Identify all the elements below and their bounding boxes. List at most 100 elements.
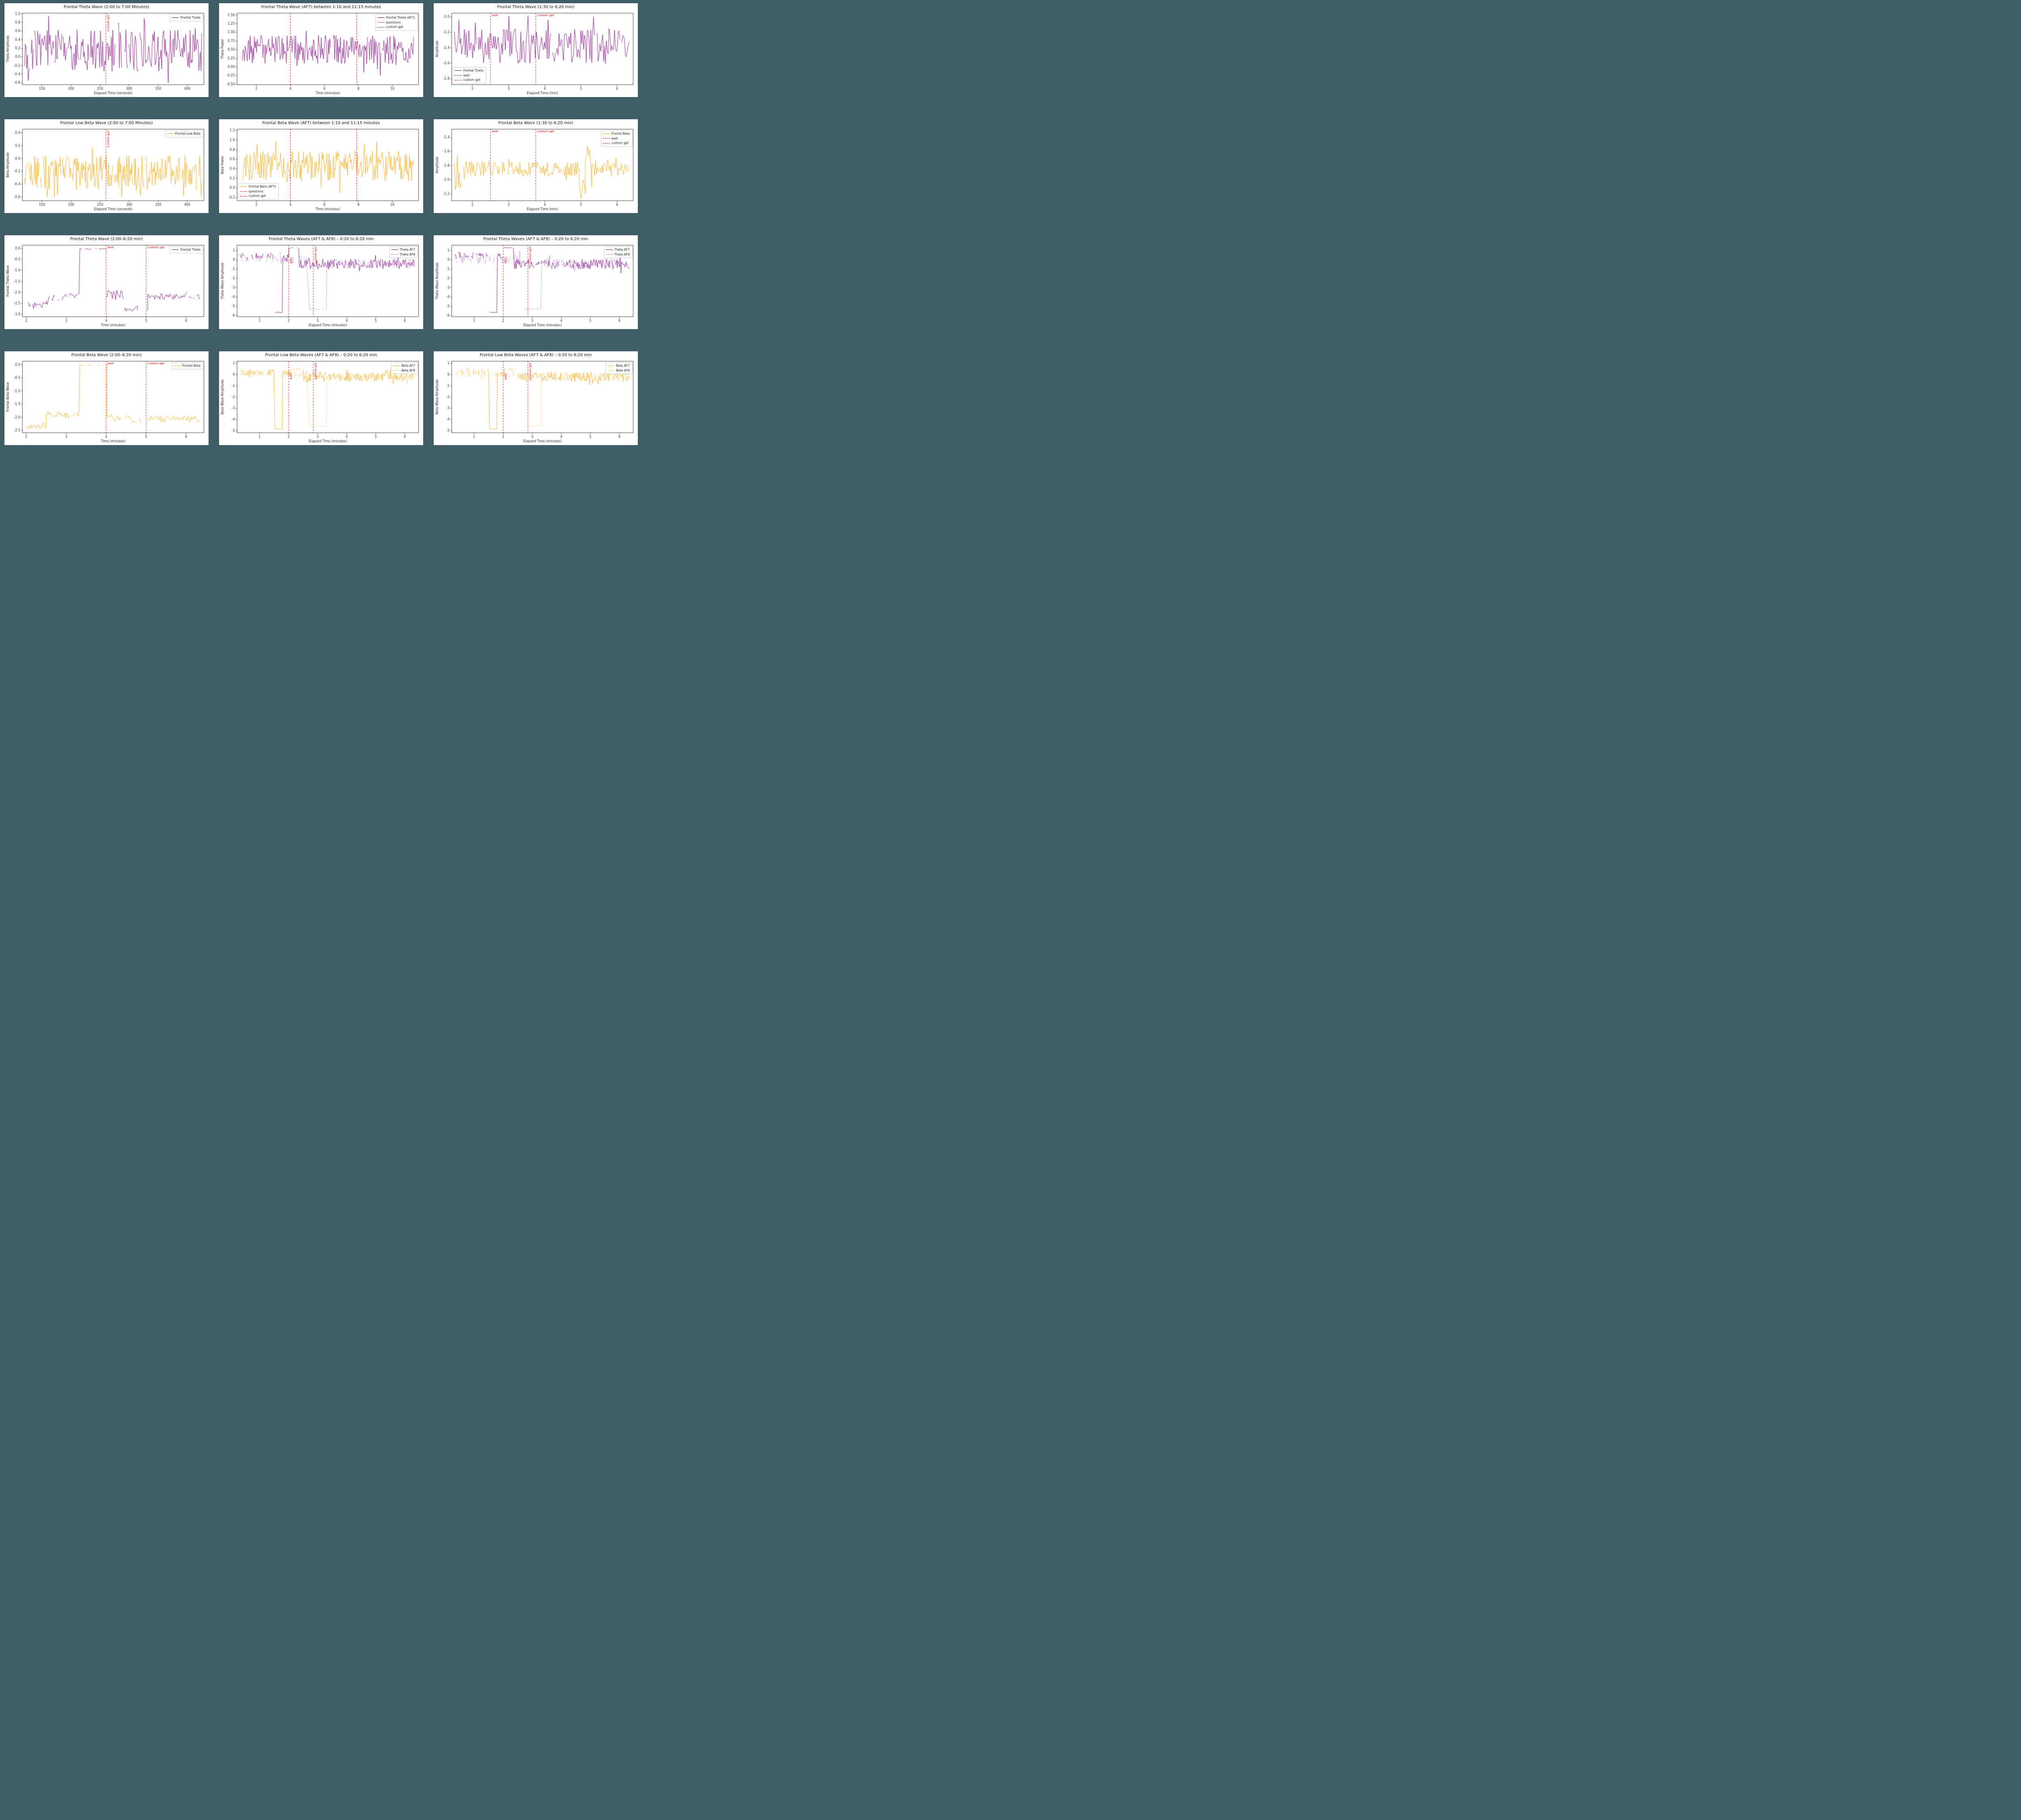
chart-canvas — [219, 235, 423, 329]
legend-swatch — [455, 70, 462, 71]
legend-label: custom gpt — [249, 194, 266, 198]
legend-label: custom gpt — [386, 25, 403, 29]
legend-label: Beta AF7 — [616, 364, 630, 367]
chart-legend: Theta AF7 Theta AF8 — [389, 246, 418, 258]
legend-label: Theta AF7 — [399, 248, 415, 251]
legend-item: custom gpt — [240, 194, 276, 198]
legend-item: Frontal Theta — [172, 15, 200, 20]
chart-legend: Beta AF7 Beta AF8 — [391, 362, 418, 374]
legend-swatch — [605, 254, 613, 255]
legend-item: wait — [603, 136, 630, 141]
legend-label: Beta AF8 — [616, 368, 630, 372]
chart-title: Frontal Theta Waves (AF7 & AF8) – 0:20 t… — [483, 237, 589, 241]
legend-swatch — [391, 249, 398, 250]
chart-legend: Frontal Theta — [170, 246, 203, 253]
chart-legend: Frontal Theta wait custom gpt — [453, 67, 486, 84]
legend-swatch — [603, 143, 610, 144]
chart-title: Frontal Theta Wave (1:30 to 6:20 min) — [497, 5, 574, 9]
chart-legend: Frontal Beta wait custom gpt — [601, 130, 633, 147]
legend-label: custom gpt — [611, 141, 629, 145]
legend-swatch — [603, 138, 610, 139]
legend-swatch — [391, 254, 398, 255]
legend-swatch — [605, 249, 613, 250]
legend-item: Frontal Theta — [455, 68, 483, 73]
legend-item: Beta AF8 — [608, 368, 630, 373]
chart-panel: Frontal Theta Wave (AF7) between 1:10 an… — [219, 3, 423, 97]
legend-swatch — [608, 370, 615, 371]
legend-swatch — [378, 17, 385, 18]
legend-item: custom gpt — [455, 78, 483, 82]
legend-item: Beta AF7 — [608, 363, 630, 368]
legend-item: Frontal Beta (AF7) — [240, 184, 276, 189]
legend-item: questions — [240, 189, 276, 194]
legend-label: Beta AF7 — [401, 364, 415, 367]
chart-legend: Theta AF7 Theta AF8 — [603, 246, 633, 258]
chart-legend: Frontal Low Beta — [165, 130, 203, 137]
legend-label: custom gpt — [463, 78, 481, 82]
chart-canvas — [434, 235, 638, 329]
chart-panel: Frontal Low Beta Wave (2:00 to 7:00 Minu… — [4, 119, 209, 213]
legend-swatch — [173, 365, 181, 366]
chart-title: Frontal Theta Wave (AF7) between 1:10 an… — [261, 5, 381, 9]
legend-item: Frontal Beta — [173, 363, 200, 368]
legend-item: questions — [378, 20, 415, 25]
legend-swatch — [240, 191, 247, 192]
legend-item: custom gpt — [603, 141, 630, 146]
chart-panel: Frontal Theta Wave (1:30 to 6:20 min) Fr… — [434, 3, 638, 97]
legend-label: questions — [386, 20, 401, 24]
legend-item: wait — [455, 73, 483, 78]
legend-item: Theta AF8 — [605, 252, 630, 257]
legend-item: Frontal Theta (AF7) — [378, 15, 415, 20]
legend-label: Frontal Low Beta — [175, 132, 200, 135]
legend-swatch — [393, 370, 400, 371]
legend-swatch — [455, 75, 462, 76]
legend-swatch — [167, 133, 174, 134]
chart-panel: Frontal Theta Wave (2:00–6:20 min) Front… — [4, 235, 209, 329]
legend-item: Beta AF7 — [393, 363, 415, 368]
chart-canvas — [434, 351, 638, 445]
legend-label: Frontal Theta (AF7) — [386, 16, 415, 19]
chart-title: Frontal Theta Wave (2:00–6:20 min) — [70, 237, 143, 241]
legend-label: Frontal Beta — [611, 132, 630, 135]
legend-swatch — [240, 186, 247, 187]
legend-swatch — [608, 365, 615, 366]
legend-label: Frontal Beta — [182, 364, 200, 367]
chart-panel: Frontal Low Beta Waves (AF7 & AF8) – 0:2… — [219, 351, 423, 445]
legend-swatch — [172, 249, 179, 250]
legend-label: Frontal Theta — [463, 69, 483, 73]
chart-title: Frontal Theta Wave (2:00 to 7:00 Minutes… — [63, 5, 150, 9]
legend-label: wait — [463, 73, 470, 77]
chart-legend: Frontal Theta — [170, 14, 203, 21]
legend-item: Frontal Beta — [603, 131, 630, 136]
legend-item: custom gpt — [378, 25, 415, 30]
chart-title: Frontal Beta Wave (1:30 to 6:20 min) — [498, 121, 574, 125]
chart-title: Frontal Low Beta Wave (2:00 to 7:00 Minu… — [60, 121, 153, 125]
legend-item: Beta AF8 — [393, 368, 415, 373]
legend-item: Theta AF8 — [391, 252, 415, 257]
legend-label: Theta AF8 — [399, 252, 415, 256]
chart-title: Frontal Beta Wave (2:00–6:20 min) — [71, 353, 142, 357]
chart-panel: Frontal Theta Waves (AF7 & AF8) – 0:20 t… — [219, 235, 423, 329]
chart-panel: Frontal Theta Waves (AF7 & AF8) – 0:20 t… — [434, 235, 638, 329]
chart-canvas — [219, 351, 423, 445]
legend-label: Theta AF7 — [614, 248, 630, 251]
legend-swatch — [172, 17, 179, 18]
chart-panel: Frontal Theta Wave (2:00 to 7:00 Minutes… — [4, 3, 209, 97]
legend-swatch — [603, 133, 610, 134]
legend-item: Theta AF7 — [391, 247, 415, 252]
legend-swatch — [378, 22, 385, 23]
chart-legend: Frontal Beta (AF7) questions custom gpt — [238, 183, 279, 200]
chart-panel: Frontal Beta Wave (1:30 to 6:20 min) Fro… — [434, 119, 638, 213]
chart-panel: Frontal Beta Wave (AF7) between 1:10 and… — [219, 119, 423, 213]
charts-grid: Frontal Theta Wave (2:00 to 7:00 Minutes… — [0, 0, 641, 456]
chart-title: Frontal Low Beta Waves (AF7 & AF8) – 0:2… — [480, 353, 592, 357]
legend-item: Frontal Low Beta — [167, 131, 200, 136]
legend-item: Theta AF7 — [605, 247, 630, 252]
chart-legend: Beta AF7 Beta AF8 — [605, 362, 633, 374]
legend-item: Frontal Theta — [172, 247, 200, 252]
legend-label: wait — [611, 136, 618, 140]
legend-label: questions — [249, 189, 264, 193]
legend-label: Frontal Beta (AF7) — [249, 185, 276, 189]
chart-title: Frontal Theta Waves (AF7 & AF8) – 0:20 t… — [268, 237, 374, 241]
chart-panel: Frontal Low Beta Waves (AF7 & AF8) – 0:2… — [434, 351, 638, 445]
